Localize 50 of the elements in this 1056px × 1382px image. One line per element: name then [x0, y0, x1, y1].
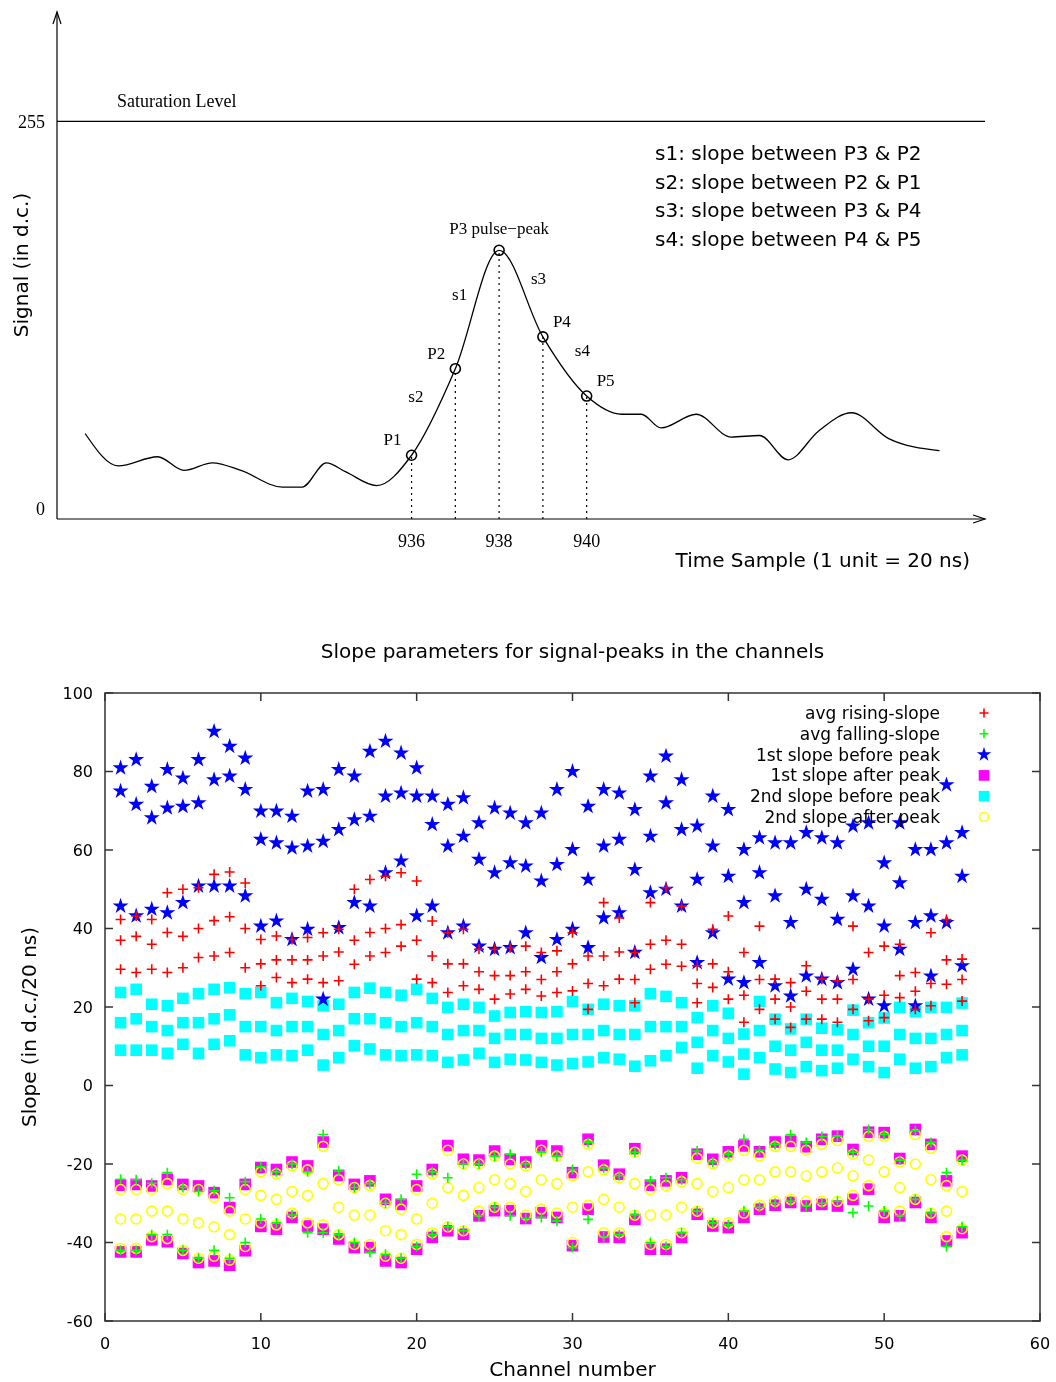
y-tick-label: 100 [62, 683, 93, 703]
x-tick-label: 50 [873, 1334, 895, 1353]
x-tick-label: 30 [562, 1334, 583, 1353]
legend-label: 2nd slope after peak [764, 806, 941, 827]
x-tick-label: 40 [718, 1334, 739, 1353]
annotation: s2 [408, 386, 424, 406]
x-tick-label: 936 [398, 531, 426, 551]
x-tick-label: 940 [573, 531, 601, 551]
annotation: P4 [552, 311, 572, 331]
annotation: s3 [531, 268, 547, 288]
y-axis-title: Slope (in d.c./20 ns) [17, 926, 41, 1128]
annotation: s3: slope between P3 & P4 [655, 198, 922, 222]
y-tick-label: 60 [72, 840, 93, 860]
x-tick-label: 10 [250, 1334, 272, 1353]
x-tick-label: 0 [99, 1334, 111, 1353]
y-tick-label: 80 [72, 762, 93, 782]
y-tick-label: -40 [66, 1233, 93, 1253]
legend-label: 1st slope before peak [755, 744, 941, 765]
y-tick-label: 255 [18, 111, 45, 132]
legend-label: 1st slope after peak [770, 765, 941, 786]
annotation: P2 [427, 343, 446, 363]
y-tick-label: 0 [82, 1076, 93, 1096]
point [449, 362, 462, 375]
legend-label: avg falling-slope [799, 723, 940, 744]
ref-line-label: Saturation Level [117, 91, 237, 112]
point [405, 449, 418, 462]
annotation: s1 [452, 284, 468, 304]
x-axis-title: Time Sample (1 unit = 20 ns) [674, 548, 970, 572]
point [580, 390, 593, 402]
y-tick-label: -20 [66, 1154, 93, 1174]
annotation: s1: slope between P3 & P2 [655, 141, 922, 165]
annotation: s4: slope between P4 & P5 [655, 226, 922, 251]
x-axis-title: Channel number [489, 1357, 657, 1381]
annotation: P5 [596, 371, 615, 391]
y-tick-label: 20 [72, 997, 93, 1017]
annotation: P1 [383, 430, 402, 450]
chart-title: Slope parameters for signal-peaks in the channels [320, 639, 825, 663]
legend-label: 2nd slope before peak [749, 786, 941, 807]
y-tick-label: 40 [72, 919, 93, 939]
annotation: s2: slope between P2 & P1 [655, 169, 922, 194]
y-axis-title: Signal (in d.c.) [9, 192, 33, 338]
point [493, 244, 505, 257]
annotation: s4 [574, 341, 591, 361]
x-tick-label: 60 [1029, 1334, 1051, 1353]
point [537, 331, 549, 343]
annotation: P3 pulse−peak [449, 219, 550, 239]
x-tick-label: 20 [406, 1334, 427, 1353]
y-tick-label: -60 [66, 1311, 93, 1331]
x-tick-label: 938 [485, 531, 513, 551]
legend-label: avg rising-slope [805, 702, 940, 723]
